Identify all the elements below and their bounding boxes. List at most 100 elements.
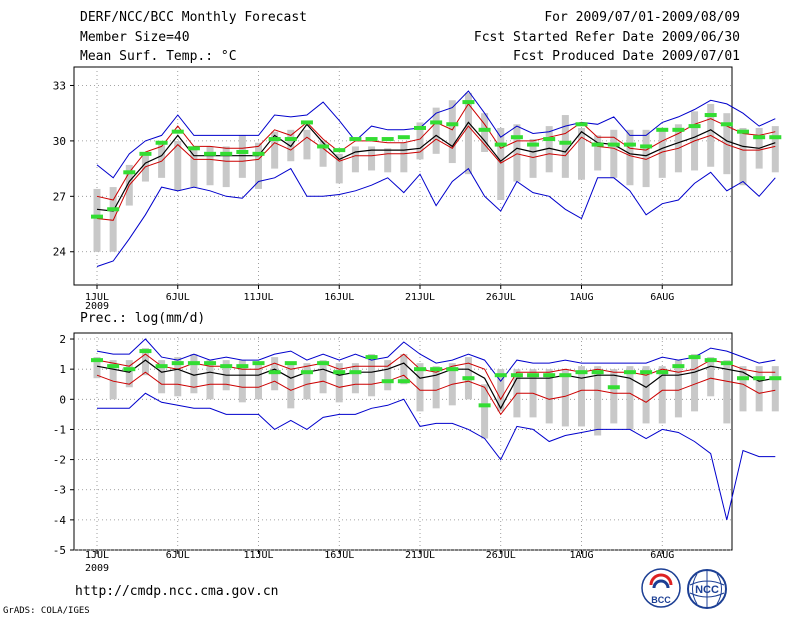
prec-ensemble-mean-marker <box>300 370 313 375</box>
temp-ensemble-mean-marker <box>543 137 556 142</box>
temp-spread-box <box>481 113 489 152</box>
temp-spread-box <box>739 127 747 186</box>
prec-ensemble-mean-marker <box>591 370 604 375</box>
prec-ensemble-mean-marker <box>543 373 556 378</box>
temp-spread-box <box>319 140 327 167</box>
header-start-date: Fcst Started Refer Date 2009/06/30 <box>473 30 740 45</box>
temp-ensemble-mean-marker <box>397 135 410 140</box>
prec-y-tick-label: -4 <box>53 514 67 527</box>
prec-spread-box <box>755 366 763 412</box>
temp-ensemble-mean-marker <box>720 122 733 127</box>
temp-ensemble-mean-marker <box>446 122 459 127</box>
header-variable: Mean Surf. Temp.: °C <box>80 49 237 64</box>
prec-ensemble-mean-marker <box>107 364 120 369</box>
header-member-size: Member Size=40 <box>80 30 190 45</box>
prec-x-tick-label: 26JUL <box>486 550 516 561</box>
prec-spread-box <box>93 357 101 379</box>
temp-lower-line <box>96 125 776 221</box>
temp-ensemble-mean-marker <box>656 127 669 132</box>
prec-ensemble-mean-marker <box>220 364 233 369</box>
prec-ensemble-mean-marker <box>753 376 766 381</box>
prec-ensemble-mean-marker <box>284 361 297 366</box>
temp-spread-box <box>206 146 214 186</box>
temp-x-tick-label: 6AUG <box>650 292 674 303</box>
prec-y-tick-label: 2 <box>59 333 66 346</box>
prec-ensemble-mean-marker <box>381 379 394 384</box>
prec-spread-box <box>303 363 311 400</box>
prec-spread-box <box>691 354 699 412</box>
prec-ensemble-mean-marker <box>349 370 362 375</box>
prec-spread-box <box>674 360 682 418</box>
temp-spread-box <box>545 126 553 173</box>
temp-ensemble-mean-marker <box>187 146 200 151</box>
bcc-logo-text: BCC <box>651 595 671 605</box>
header-produced-date: Fcst Produced Date 2009/07/01 <box>513 49 740 64</box>
prec-spread-box <box>206 360 214 400</box>
temp-spread-box <box>610 129 618 178</box>
temp-y-tick-label: 30 <box>53 135 66 148</box>
prec-spread-box <box>255 363 262 400</box>
header-title: DERF/NCC/BCC Monthly Forecast <box>80 10 307 25</box>
temp-ensemble-mean-marker <box>623 142 636 147</box>
temp-spread-box <box>384 148 392 173</box>
temp-plot-frame <box>73 66 733 286</box>
prec-spread-box <box>190 354 198 394</box>
temp-ensemble-mean-marker <box>365 137 378 142</box>
temp-spread-box <box>141 153 149 182</box>
temp-ensemble-mean-marker <box>171 129 184 134</box>
temp-spread-box <box>271 131 279 169</box>
prec-spread-box <box>351 363 359 394</box>
prec-ensemble-mean-marker <box>510 373 523 378</box>
footer-url[interactable]: http://cmdp.ncc.cma.gov.cn <box>75 584 279 599</box>
prec-spread-box <box>545 369 553 424</box>
temp-max-line <box>96 90 776 179</box>
temp-ensemble-mean-marker <box>478 127 491 132</box>
prec-ensemble-mean-marker <box>414 367 426 372</box>
temp-ensemble-mean-marker <box>204 151 217 156</box>
prec-ensemble-mean-marker <box>720 361 733 366</box>
temp-ensemble-mean-marker <box>107 207 120 212</box>
temp-ensemble-mean-marker <box>236 149 249 154</box>
ncc-logo: NCC <box>687 569 727 609</box>
prec-spread-box <box>432 366 440 409</box>
prec-ensemble-mean-marker <box>769 376 782 381</box>
temp-ensemble-mean-marker <box>333 148 346 153</box>
prec-y-tick-label: 1 <box>59 363 66 376</box>
prec-ensemble-mean-marker <box>252 361 265 366</box>
prec-spread-box <box>739 366 747 412</box>
temp-ensemble-mean-marker <box>430 120 443 125</box>
temp-spread-box <box>771 126 779 173</box>
temp-ensemble-mean-marker <box>640 144 653 149</box>
temp-ensemble-mean-marker <box>414 125 426 130</box>
prec-x-tick-label: 6AUG <box>650 550 674 561</box>
temp-x-tick-label: 16JUL <box>324 292 354 303</box>
prec-spread-box <box>561 369 569 427</box>
prec-spread-box <box>416 363 424 412</box>
prec-y-tick-label: -5 <box>53 544 66 557</box>
prec-ensemble-mean-marker <box>155 364 168 369</box>
prec-ensemble-mean-marker <box>446 367 459 372</box>
prec-upper-line <box>96 353 776 401</box>
prec-spread-box <box>109 360 117 400</box>
temp-ensemble-mean-marker <box>591 142 604 147</box>
temp-spread-box <box>626 129 634 186</box>
temp-ensemble-mean-marker <box>672 127 685 132</box>
prec-ensemble-mean-marker <box>656 370 669 375</box>
temp-ensemble-mean-marker <box>123 170 136 175</box>
prec-min-line <box>97 392 776 521</box>
prec-spread-box <box>481 384 489 439</box>
temp-y-tick-label: 27 <box>53 190 66 203</box>
temp-ensemble-mean-marker <box>300 120 313 125</box>
prec-ensemble-mean-marker <box>333 370 346 375</box>
prec-spread-box <box>610 369 618 424</box>
prec-spread-box <box>723 360 731 424</box>
temp-x-tick-label: 1AUG <box>569 292 593 303</box>
temp-ensemble-mean-marker <box>349 137 362 142</box>
temp-ensemble-mean-marker <box>462 100 475 105</box>
temp-spread-box <box>497 127 505 201</box>
prec-spread-box <box>287 363 295 409</box>
temp-spread-box <box>658 127 666 178</box>
temp-ensemble-mean-marker <box>284 137 297 142</box>
prec-spread-box <box>368 354 376 397</box>
